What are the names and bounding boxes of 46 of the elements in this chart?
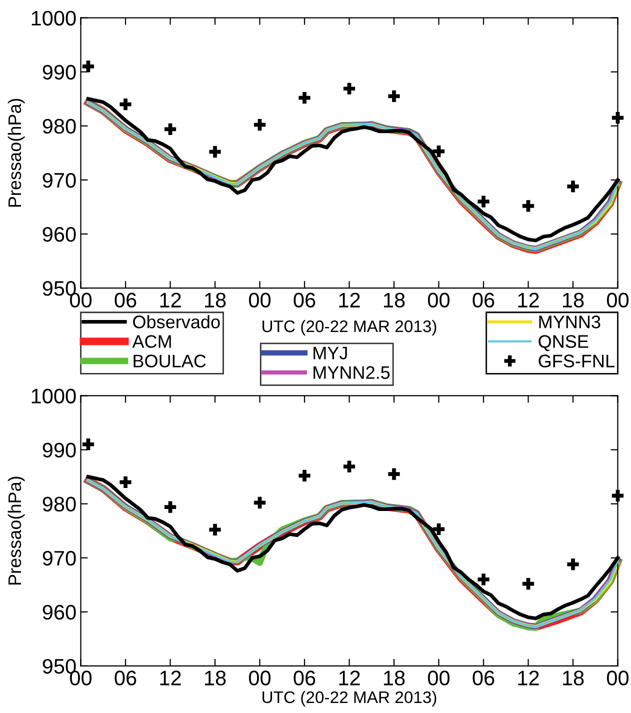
legend-label: ACM [132,335,171,348]
y-axis-title: Pressao(hPa) [8,476,25,585]
y-tick-label: 980 [42,496,76,512]
y-tick-label: 1000 [32,10,76,26]
x-tick-label: 06 [472,670,494,686]
legend-label: MYJ [314,346,347,360]
x-tick-label: 12 [160,292,181,308]
x-tick-label: 12 [518,670,539,686]
y-tick-label: 970 [42,172,76,188]
legend-label: QNSE [538,335,588,352]
x-tick-label: 00 [606,292,629,308]
y-tick-label: 990 [42,442,76,458]
y-tick-label: 980 [42,118,76,134]
x-tick-label: 00 [248,292,271,308]
x-tick-label: 06 [294,292,316,308]
x-tick-label: 00 [428,670,450,686]
x-tick-label: 00 [428,292,450,308]
x-tick-label: 12 [160,670,181,686]
x-tick-label: 06 [294,670,316,686]
y-tick-label: 960 [42,227,76,242]
x-tick-label: 06 [114,670,136,686]
x-tick-label: 00 [248,670,271,686]
x-tick-label: 12 [339,670,360,686]
legend-label: GFS-FNL [538,354,614,368]
legend-label: Observado [133,315,220,328]
legend-label: MYNN2.5 [314,366,390,379]
x-tick-label: 18 [205,292,226,308]
x-tick-label: 06 [114,292,136,308]
x-tick-label: 12 [518,292,539,308]
y-tick-label: 1000 [32,388,76,404]
x-tick-label: 18 [384,292,405,308]
x-tick-label: 00 [606,670,629,686]
x-tick-label: 18 [384,670,405,686]
legend-label: MYNN3 [539,316,600,328]
y-tick-label: 970 [42,550,76,566]
x-tick-label: 18 [205,670,226,686]
y-axis-title: Pressao(hPa) [8,98,25,207]
legend-label: BOULAC [134,354,206,368]
x-tick-label: 12 [339,292,360,308]
x-tick-label: 18 [563,292,584,308]
x-axis-title: UTC (20-22 MAR 2013) [262,320,436,336]
y-tick-label: 990 [42,64,76,80]
y-tick-label: 960 [42,604,76,620]
x-tick-label: 18 [563,670,584,686]
x-tick-label: 06 [472,292,494,308]
x-axis-title: UTC (20-22 MAR 2013) [262,690,436,706]
